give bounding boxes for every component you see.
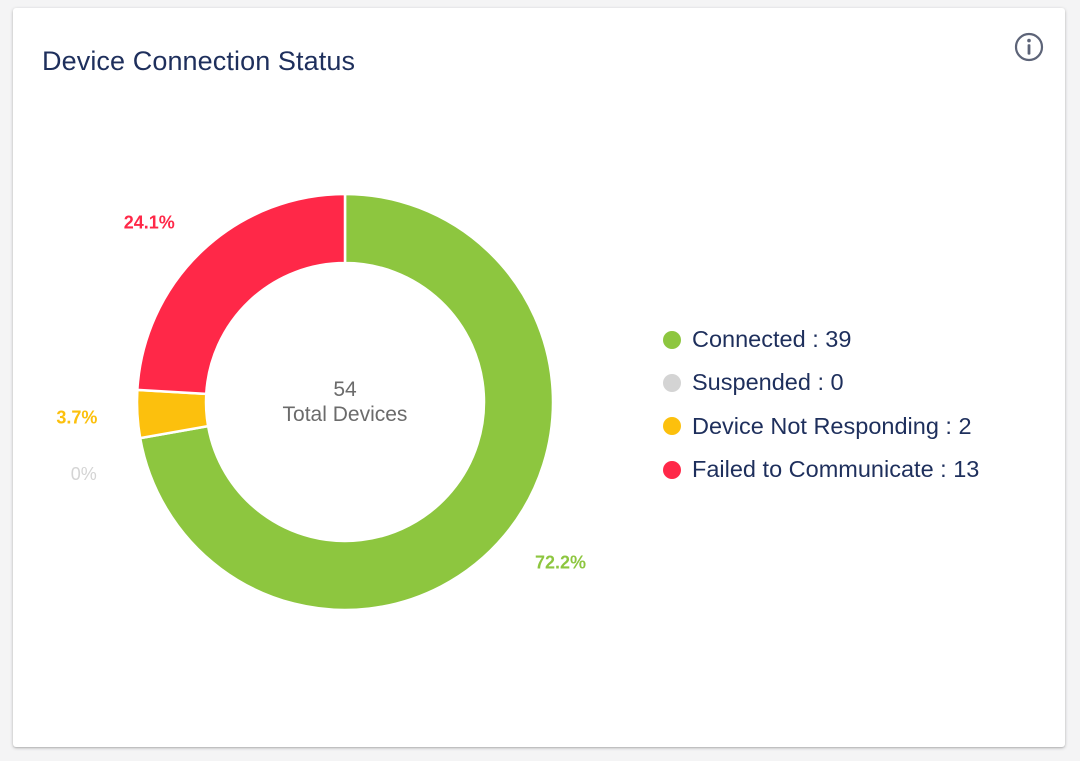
device-status-card: Device Connection Status 72.2% 0% 3.7% 24.1…	[13, 8, 1065, 747]
slice-label-suspended: 0%	[71, 464, 97, 484]
chart-legend: Connected : 39 Suspended : 0 Device Not …	[663, 318, 979, 491]
donut-slices	[135, 192, 555, 612]
legend-dot-icon	[663, 460, 681, 479]
slice-connected[interactable]	[138, 192, 555, 612]
center-total-label: Total Devices	[283, 403, 408, 426]
slice-label-failed-to-communicate: 24.1%	[124, 213, 175, 233]
info-icon[interactable]	[1013, 31, 1045, 63]
legend-dot-icon	[663, 373, 681, 392]
legend-item-suspended[interactable]: Suspended : 0	[663, 361, 979, 404]
slice-label-device-not-responding: 3.7%	[56, 407, 97, 427]
legend-label: Connected : 39	[692, 326, 852, 353]
legend-item-connected[interactable]: Connected : 39	[663, 318, 979, 361]
donut-chart: 72.2% 0% 3.7% 24.1% 54 Total Devices	[56, 192, 586, 612]
legend-item-device-not-responding[interactable]: Device Not Responding : 2	[663, 405, 979, 448]
legend-dot-icon	[663, 417, 681, 436]
center-total-value: 54	[333, 378, 357, 401]
legend-label: Failed to Communicate : 13	[692, 456, 980, 483]
legend-label: Device Not Responding : 2	[692, 412, 972, 439]
slice-failed-to-communicate[interactable]	[136, 192, 347, 396]
legend-label: Suspended : 0	[692, 369, 844, 396]
legend-dot-icon	[663, 330, 681, 349]
slice-label-connected: 72.2%	[535, 552, 586, 572]
slice-labels: 72.2% 0% 3.7% 24.1%	[56, 213, 586, 573]
legend-item-failed-to-communicate[interactable]: Failed to Communicate : 13	[663, 448, 979, 491]
card-title: Device Connection Status	[42, 46, 356, 76]
